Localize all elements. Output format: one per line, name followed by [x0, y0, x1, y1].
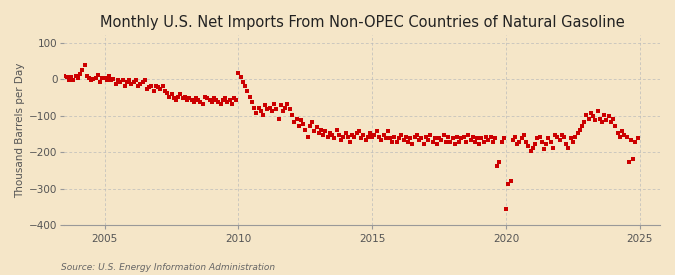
Text: Source: U.S. Energy Information Administration: Source: U.S. Energy Information Administ… [61, 263, 275, 272]
Title: Monthly U.S. Net Imports From Non-OPEC Countries of Natural Gasoline: Monthly U.S. Net Imports From Non-OPEC C… [100, 15, 624, 30]
Y-axis label: Thousand Barrels per Day: Thousand Barrels per Day [15, 63, 25, 198]
